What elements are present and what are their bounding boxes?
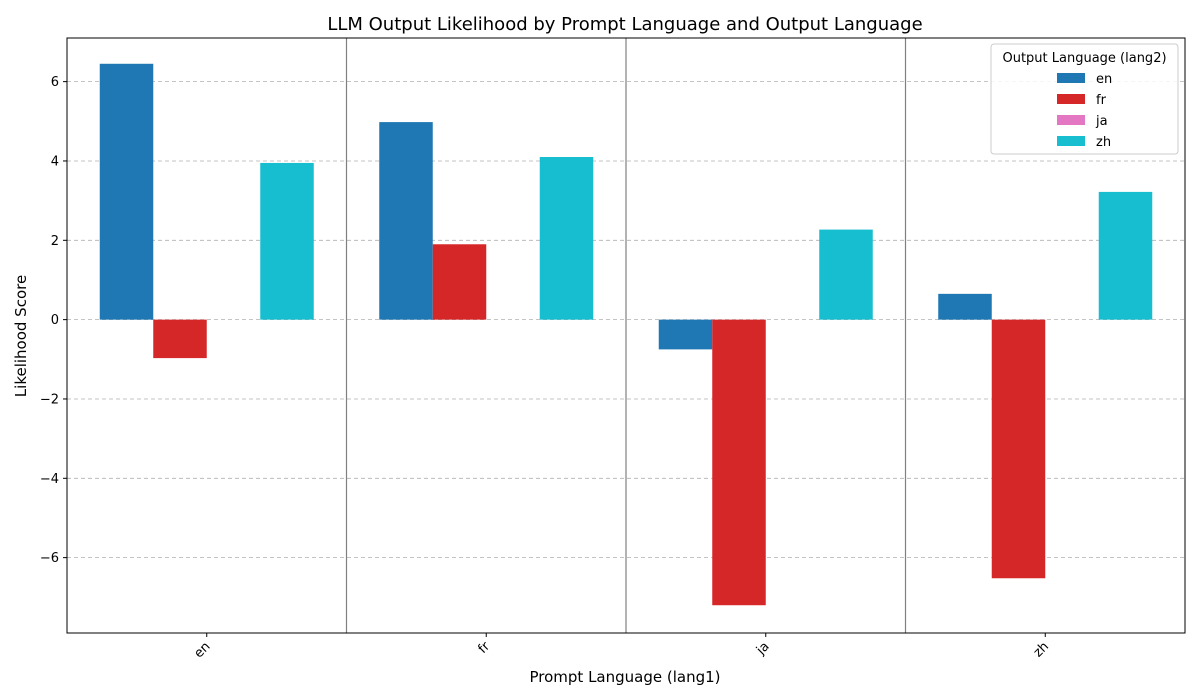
legend-items: en fr ja zh <box>1057 72 1112 150</box>
legend-label-ja: ja <box>1095 114 1108 129</box>
bar-zh-fr <box>991 319 1046 579</box>
bar-en-zh <box>260 162 314 320</box>
x-axis-ticks: en fr ja zh <box>191 633 1052 661</box>
legend: Output Language (lang2) en fr ja zh <box>990 43 1179 155</box>
bar-en-fr <box>153 319 207 359</box>
bar-zh-zh <box>1098 191 1153 320</box>
x-tick-label: zh <box>1031 639 1052 660</box>
plot-frame <box>66 37 1186 634</box>
bar-zh-en <box>938 293 992 320</box>
legend-swatch-ja <box>1057 115 1085 125</box>
legend-swatch-en <box>1057 73 1085 83</box>
legend-label-fr: fr <box>1096 93 1107 108</box>
x-tick-label: ja <box>753 639 773 659</box>
x-axis-label: Prompt Language (lang1) <box>529 668 720 686</box>
legend-title: Output Language (lang2) <box>1002 51 1166 66</box>
bar-ja-fr <box>712 319 766 606</box>
bar-fr-fr <box>432 244 487 320</box>
y-tick-label: −2 <box>40 392 59 407</box>
x-tick-label: fr <box>475 639 493 657</box>
chart-title: LLM Output Likelihood by Prompt Language… <box>327 14 922 35</box>
group-separators <box>345 38 907 633</box>
y-tick-label: 4 <box>51 154 59 169</box>
legend-label-en: en <box>1096 72 1112 87</box>
bar-en-en <box>99 63 154 320</box>
y-tick-label: −4 <box>40 472 59 487</box>
bar-ja-zh <box>819 229 873 320</box>
legend-swatch-zh <box>1057 136 1085 146</box>
y-tick-label: 2 <box>51 234 59 249</box>
y-tick-label: 0 <box>51 313 59 328</box>
bar-ja-en <box>658 319 713 350</box>
y-axis-label: Likelihood Score <box>12 275 30 397</box>
x-tick-label: en <box>191 639 213 661</box>
y-tick-label: −6 <box>40 551 59 566</box>
legend-swatch-fr <box>1057 94 1085 104</box>
y-axis-ticks: −6 −4 −2 0 2 4 6 <box>40 75 67 566</box>
bar-fr-en <box>379 122 433 320</box>
bars <box>99 63 1153 606</box>
y-tick-label: 6 <box>51 75 59 90</box>
bar-fr-zh <box>539 157 594 320</box>
legend-label-zh: zh <box>1096 135 1111 150</box>
